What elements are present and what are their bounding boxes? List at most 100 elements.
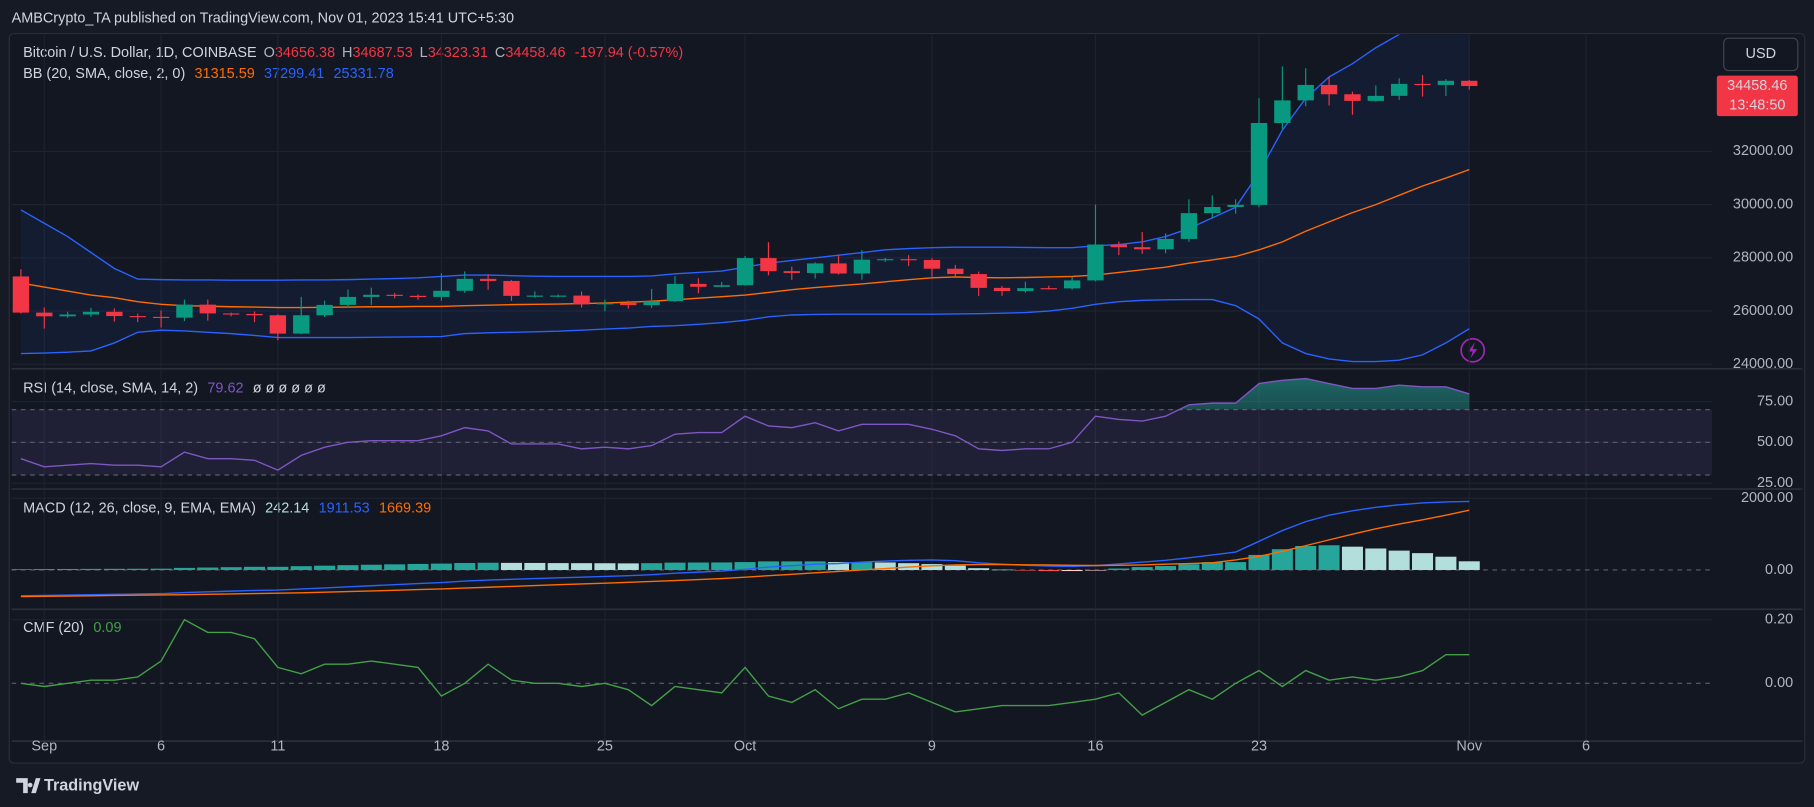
bb-upper-value: 37299.41 — [264, 66, 324, 82]
candle-body — [1040, 288, 1057, 290]
histogram-bar — [1271, 549, 1293, 570]
histogram-bar — [524, 562, 546, 570]
currency[interactable]: USD — [1746, 46, 1776, 62]
histogram-bar — [150, 568, 172, 570]
candle-body — [409, 295, 427, 298]
candle-body — [176, 304, 193, 318]
candle-body — [316, 304, 333, 316]
x-tick-label: 16 — [1087, 739, 1103, 755]
candle-body — [1390, 83, 1408, 96]
ohlc-letter: H — [342, 45, 352, 61]
candle-body — [783, 271, 800, 273]
histogram-bar — [641, 563, 663, 570]
y-tick-label: 26000.00 — [1733, 303, 1793, 319]
y-tick-label: 2000.00 — [1741, 490, 1793, 506]
candle-body — [620, 303, 637, 306]
y-tick-label: 75.00 — [1757, 393, 1793, 409]
ohlc-letter: L — [420, 45, 428, 61]
ohlc-value: 34656.38 — [275, 45, 335, 61]
candle-body — [690, 283, 707, 287]
histogram-bar — [1131, 567, 1153, 570]
lightning-icon[interactable] — [1460, 337, 1486, 363]
y-tick-label: 0.00 — [1765, 675, 1793, 691]
histogram-bar — [734, 562, 756, 570]
candle-body — [1110, 244, 1128, 248]
pane — [11, 490, 1713, 609]
candle-body — [550, 295, 567, 297]
chart-frame — [8, 32, 1806, 764]
y-tick-label: 24000.00 — [1733, 356, 1793, 372]
histogram-bar — [384, 564, 406, 570]
indicator-line — [20, 618, 1470, 716]
candle-body — [643, 301, 660, 306]
bb-basis-value: 31315.59 — [195, 66, 255, 82]
rsi-value: 79.62 — [207, 380, 243, 396]
candle-body — [1134, 247, 1151, 250]
histogram-bar — [1435, 556, 1457, 570]
histogram-bar — [1412, 553, 1434, 570]
histogram-bar — [711, 562, 733, 570]
currency-button[interactable] — [1723, 37, 1799, 72]
icon-bolt[interactable] — [1468, 342, 1478, 359]
publisher: AMBCrypto_TA published on TradingView.co… — [12, 10, 514, 26]
macd-line — [20, 509, 1470, 598]
y-tick-label: 28000.00 — [1733, 250, 1793, 266]
macd-value: 1911.53 — [319, 501, 370, 517]
symbol-legend: Bitcoin / U.S. Dollar, 1D, COINBASE O3465… — [23, 45, 683, 61]
bb-legend: BB (20, SMA, close, 2, 0) 31315.59 37299.4… — [23, 66, 394, 82]
y-tick-label: 50.00 — [1757, 434, 1793, 450]
candle-body — [993, 287, 1011, 292]
histogram-bar — [594, 563, 616, 570]
logo[interactable]: TradingView — [16, 776, 139, 794]
rsi-legend: RSI (14, close, SMA, 14, 2) 79.62 ø ø ø ø … — [23, 380, 326, 396]
candle-body — [1274, 100, 1291, 123]
histogram-bar — [1248, 554, 1270, 570]
bb-line — [20, 168, 1470, 309]
histogram-bar — [968, 568, 990, 570]
candle-body — [1017, 288, 1034, 292]
histogram-bar — [851, 562, 873, 570]
histogram-bar — [244, 566, 266, 570]
candle-body — [293, 315, 310, 334]
ohlc-value: 34687.53 — [352, 45, 412, 61]
histogram-bar — [33, 569, 55, 570]
candle-body — [1180, 213, 1198, 239]
histogram-bar — [1318, 545, 1340, 570]
ohlc-value: 34458.46 — [505, 45, 565, 61]
histogram-bar — [1341, 546, 1363, 570]
histogram-bar — [1201, 562, 1223, 570]
histogram-bar — [57, 568, 79, 570]
candle-body — [573, 295, 590, 305]
histogram-bar — [874, 562, 896, 570]
candle-body — [129, 316, 146, 318]
logo-text[interactable]: TradingView — [44, 776, 139, 794]
histogram-bar — [103, 568, 125, 570]
histogram-bar — [1038, 569, 1060, 572]
x-tick-label: 18 — [433, 739, 449, 755]
candle-body — [1157, 238, 1174, 250]
cmf-legend: CMF (20) 0.09 — [23, 620, 121, 636]
candle-body — [386, 294, 403, 296]
candle-body — [1250, 122, 1268, 205]
x-tick-label: 6 — [157, 739, 165, 755]
candle-body — [1087, 244, 1104, 281]
rsi-label: RSI (14, close, SMA, 14, 2) — [23, 380, 198, 396]
last-price-label: 34458.46 — [1727, 78, 1787, 94]
overbought-fill — [1178, 378, 1470, 410]
macd-legend: MACD (12, 26, close, 9, EMA, EMA) 242.14 1… — [23, 501, 431, 517]
icon-ring[interactable] — [1460, 337, 1486, 363]
histogram-bar — [991, 569, 1013, 571]
macd-hist-value: 242.14 — [265, 501, 309, 517]
logo-mark[interactable] — [16, 778, 41, 794]
candle-body — [36, 312, 53, 317]
candle-body — [82, 311, 100, 315]
candle-body — [947, 268, 964, 275]
candle-body — [853, 259, 871, 274]
candle-body — [713, 285, 730, 287]
candle-body — [199, 304, 216, 314]
bb-line — [20, 298, 1470, 363]
bb-fill — [20, 34, 1470, 362]
candle-body — [970, 274, 987, 288]
histogram-bar — [1061, 569, 1083, 572]
candle-body — [1367, 95, 1384, 101]
